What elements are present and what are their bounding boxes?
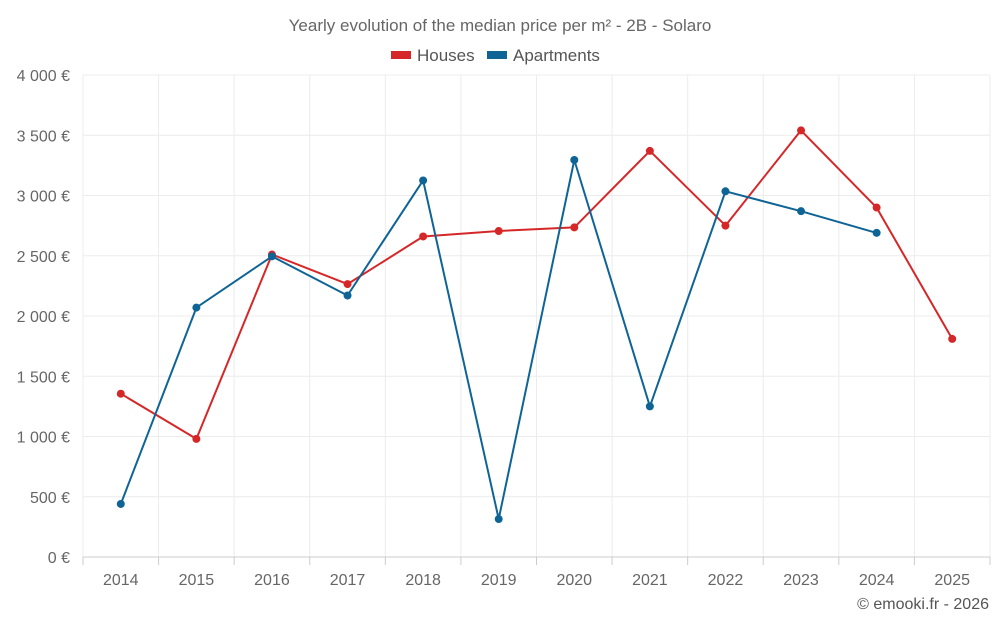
data-point-houses[interactable] bbox=[948, 334, 957, 343]
data-point-houses[interactable] bbox=[872, 203, 881, 212]
data-point-houses[interactable] bbox=[494, 227, 503, 236]
y-tick-label: 3 500 € bbox=[17, 128, 70, 145]
data-point-apartments[interactable] bbox=[419, 176, 428, 185]
legend-swatch-houses bbox=[391, 51, 411, 59]
y-tick-label: 0 € bbox=[48, 550, 70, 567]
x-tick-label: 2023 bbox=[783, 572, 819, 589]
data-point-apartments[interactable] bbox=[343, 291, 352, 300]
y-tick-label: 4 000 € bbox=[17, 68, 70, 85]
data-point-apartments[interactable] bbox=[192, 303, 201, 312]
legend-swatch-apartments bbox=[487, 51, 507, 59]
series bbox=[116, 126, 957, 524]
data-point-houses[interactable] bbox=[419, 232, 428, 241]
x-tick-label: 2022 bbox=[708, 572, 744, 589]
data-point-houses[interactable] bbox=[343, 280, 352, 289]
x-tick-label: 2019 bbox=[481, 572, 517, 589]
legend-label-apartments: Apartments bbox=[513, 46, 600, 65]
data-point-houses[interactable] bbox=[797, 126, 806, 135]
y-tick-label: 2 500 € bbox=[17, 249, 70, 266]
x-tick-label: 2025 bbox=[934, 572, 970, 589]
data-point-houses[interactable] bbox=[192, 434, 201, 443]
grid bbox=[82, 74, 991, 557]
data-point-apartments[interactable] bbox=[570, 155, 579, 164]
x-tick-label: 2018 bbox=[405, 572, 441, 589]
y-tick-label: 2 000 € bbox=[17, 309, 70, 326]
legend-label-houses: Houses bbox=[417, 46, 475, 65]
data-point-apartments[interactable] bbox=[645, 402, 654, 411]
data-point-houses[interactable] bbox=[645, 146, 654, 155]
axes: 0 € 500 € 1 000 € 1 500 € 2 000 € 2 500 € 3 00… bbox=[17, 68, 991, 589]
legend-item-apartments[interactable]: Apartments bbox=[487, 46, 600, 65]
series-apartments bbox=[116, 155, 881, 524]
x-tick-label: 2017 bbox=[330, 572, 366, 589]
data-point-apartments[interactable] bbox=[797, 207, 806, 216]
x-tick-label: 2014 bbox=[103, 572, 139, 589]
x-tick-label: 2015 bbox=[179, 572, 215, 589]
data-point-apartments[interactable] bbox=[116, 499, 125, 508]
data-point-houses[interactable] bbox=[721, 221, 730, 230]
y-tick-label: 500 € bbox=[30, 490, 70, 507]
data-point-apartments[interactable] bbox=[721, 187, 730, 196]
series-line-houses bbox=[120, 129, 954, 440]
data-point-apartments[interactable] bbox=[267, 252, 276, 261]
x-tick-label: 2020 bbox=[556, 572, 592, 589]
y-tick-label: 1 500 € bbox=[17, 369, 70, 386]
x-tick-label: 2021 bbox=[632, 572, 668, 589]
x-tick-label: 2024 bbox=[859, 572, 895, 589]
credit-text: © emooki.fr - 2026 bbox=[857, 596, 989, 613]
data-point-houses[interactable] bbox=[116, 389, 125, 398]
x-tick-label: 2016 bbox=[254, 572, 290, 589]
data-point-houses[interactable] bbox=[570, 223, 579, 232]
chart-title: Yearly evolution of the median price per… bbox=[289, 16, 712, 35]
y-tick-label: 1 000 € bbox=[17, 430, 70, 447]
y-tick-label: 3 000 € bbox=[17, 189, 70, 206]
legend: Houses Apartments bbox=[391, 46, 600, 65]
data-point-apartments[interactable] bbox=[872, 228, 881, 237]
legend-item-houses[interactable]: Houses bbox=[391, 46, 475, 65]
data-point-apartments[interactable] bbox=[494, 515, 503, 524]
